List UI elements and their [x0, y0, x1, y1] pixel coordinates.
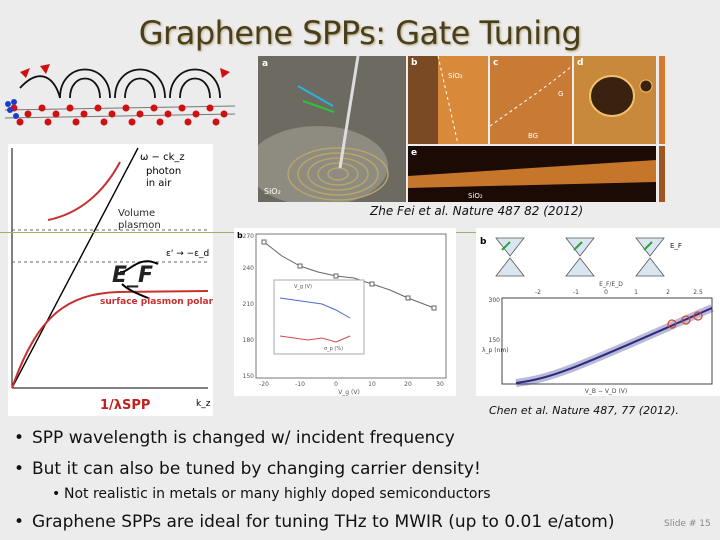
panel-e-sio2: SiO₂ — [468, 192, 483, 200]
graph-b-xtick: -20 — [259, 381, 269, 388]
snom-image-panels: a SiO₂ b SiO₂ c G BG d e SiO₂ — [258, 56, 665, 202]
bullet-2: • But it can also be tuned by changing ca… — [14, 459, 481, 479]
graph-b-inset-ylabel: σ_p (%) — [324, 346, 343, 352]
graph-chen-ytick: 300 — [489, 297, 501, 304]
sub-bullet: • Not realistic in metals or many highly … — [52, 486, 491, 502]
graph-chen-toptick: 2.5 — [693, 289, 703, 296]
panel-c-g: G — [558, 90, 563, 98]
bullet-3: • Graphene SPPs are ideal for tuning THz … — [14, 512, 614, 532]
bullet-1-text: SPP wavelength is changed w/ incident fr… — [32, 428, 455, 448]
slide-title: Graphene SPPs: Gate Tuning — [138, 14, 582, 52]
graph-chen-toptick: 2 — [666, 289, 670, 296]
graph-b-inset-xlabel: V_g (V) — [294, 284, 312, 290]
kz-axis-label: k_z — [196, 399, 211, 409]
graph-b-ytick: 270 — [243, 233, 255, 240]
chen-citation: Chen et al. Nature 487, 77 (2012). — [489, 404, 679, 417]
graph-b-ytick: 150 — [243, 373, 255, 380]
graph-chen-ef: E_F — [670, 242, 682, 250]
graph-b-xtick: 30 — [436, 381, 444, 388]
graph-chen-toptick: -2 — [535, 289, 541, 296]
bullet-dot: • — [14, 512, 25, 532]
dispersion-diagram: ω − ck_z photon in air Volume plasmon ε'… — [8, 144, 213, 416]
graph-b-ytick: 210 — [243, 301, 255, 308]
panel-b-sio2: SiO₂ — [448, 72, 463, 80]
graph-b-label: b — [237, 231, 243, 240]
graphene-field-illustration — [4, 64, 236, 126]
in-air-label: in air — [146, 178, 172, 189]
panel-c-label: c — [493, 58, 498, 68]
graph-chen-label: b — [480, 237, 487, 247]
graph-chen-toplabel: E_F/E_D — [599, 281, 623, 288]
graph-b-ytick: 180 — [243, 337, 255, 344]
panel-c-bg: BG — [528, 132, 538, 140]
graph-b-xlabel: V_g (V) — [338, 389, 360, 396]
plasmon-dispersion-graph: b E_F -2 -1 0 1 2 2.5 E_F/E_D 300 150 λ_… — [476, 228, 720, 396]
dispersion-line-label: ω − ck_z — [140, 152, 185, 163]
graph-chen-ytick: 150 — [489, 337, 501, 344]
graph-chen-toptick: -1 — [573, 289, 579, 296]
panel-a-sio2: SiO₂ — [264, 187, 281, 196]
graph-chen-ylabel: λ_p (nm) — [482, 347, 509, 354]
slide-number: Slide # 15 — [664, 519, 711, 529]
bullet-dot: • — [14, 459, 25, 479]
graph-chen-xlabel: V_B − V_D (V) — [585, 388, 627, 395]
volume-plasmon-label-2: plasmon — [118, 220, 161, 231]
wavelength-marker: 1/λSPP — [100, 398, 151, 413]
bullet-dot: • — [14, 428, 25, 448]
graph-b-xtick: 0 — [334, 381, 338, 388]
spp-label: surface plasmon polariton — [100, 297, 213, 307]
wavelength-vs-gate-graph: b 270 240 210 180 150 -20 -10 0 10 20 30… — [234, 228, 456, 396]
panel-a-label: a — [262, 59, 268, 69]
graph-b-xtick: 10 — [368, 381, 376, 388]
transition-label: ε' → −ε_d — [166, 249, 209, 259]
panel-e-label: e — [411, 148, 417, 158]
panel-d-label: d — [577, 58, 583, 68]
panel-b-label: b — [411, 58, 418, 68]
bullet-2-text: But it can also be tuned by changing car… — [32, 459, 481, 479]
sub-bullet-text: Not realistic in metals or many highly d… — [64, 486, 491, 502]
fermi-energy-label: E_F — [112, 263, 153, 288]
graph-b-xtick: -10 — [295, 381, 305, 388]
bullet-3-text: Graphene SPPs are ideal for tuning THz t… — [32, 512, 615, 532]
bullet-dot: • — [52, 486, 61, 502]
bullet-1: • SPP wavelength is changed w/ incident f… — [14, 428, 455, 448]
fei-citation: Zhe Fei et al. Nature 487 82 (2012) — [370, 204, 584, 218]
graph-b-xtick: 20 — [404, 381, 412, 388]
graph-chen-toptick: 0 — [604, 289, 608, 296]
volume-plasmon-label: Volume — [118, 208, 155, 219]
graph-chen-toptick: 1 — [634, 289, 638, 296]
photon-label: photon — [146, 166, 181, 177]
graph-b-ytick: 240 — [243, 265, 255, 272]
